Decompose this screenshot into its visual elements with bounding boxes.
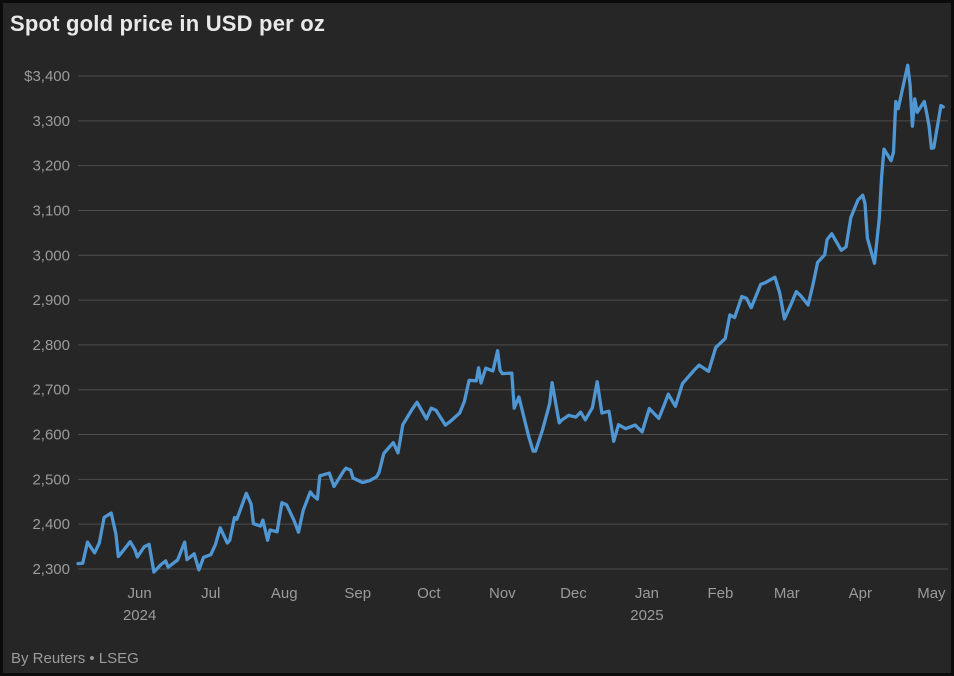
- x-tick-label: Aug: [271, 585, 298, 602]
- y-tick-label: 3,300: [32, 113, 70, 130]
- y-tick-label: 3,100: [32, 202, 70, 219]
- y-tick-label: 2,900: [32, 292, 70, 309]
- x-tick-label: Jul: [201, 585, 220, 602]
- x-tick-label: Jun: [128, 585, 152, 602]
- chart-title: Spot gold price in USD per oz: [10, 11, 326, 36]
- y-tick-label: 2,700: [32, 382, 70, 399]
- y-tick-label: $3,400: [24, 68, 70, 85]
- y-tick-label: 3,200: [32, 158, 70, 175]
- y-tick-label: 2,600: [32, 427, 70, 444]
- y-tick-label: 2,400: [32, 516, 70, 533]
- x-tick-label: Mar: [774, 585, 800, 602]
- x-tick-label: Dec: [560, 585, 587, 602]
- y-tick-label: 2,800: [32, 337, 70, 354]
- y-tick-label: 3,000: [32, 247, 70, 264]
- x-tick-label: Oct: [417, 585, 441, 602]
- spot-gold-line-chart: $3,400 3,300 3,200 3,100 3,000 2,900 2,800 2,70…: [24, 63, 948, 624]
- x-year-label: 2024: [123, 607, 156, 624]
- y-tick-label: 2,500: [32, 471, 70, 488]
- x-tick-label: Jan: [635, 585, 659, 602]
- x-year-label: 2025: [630, 607, 663, 624]
- x-tick-label: May: [917, 585, 946, 602]
- x-tick-label: Nov: [489, 585, 516, 602]
- attribution-text: By Reuters • LSEG: [11, 650, 139, 667]
- x-tick-label: Apr: [849, 585, 872, 602]
- gold-price-line: [76, 63, 945, 574]
- x-tick-label: Sep: [344, 585, 371, 602]
- x-tick-label: Feb: [707, 585, 733, 602]
- y-tick-label: 2,300: [32, 561, 70, 578]
